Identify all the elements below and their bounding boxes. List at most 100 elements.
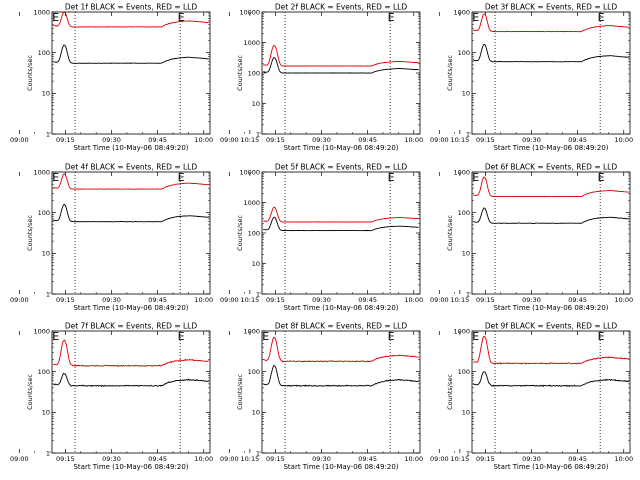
y-tick-label: 100 xyxy=(38,49,50,57)
y-tick-label: 1000 xyxy=(453,327,470,335)
y-tick-label: 10000 xyxy=(239,168,260,176)
y-tick-label: 10 xyxy=(462,409,470,417)
x-tick-label: 10:15 xyxy=(240,296,259,304)
x-tick-label: 10:15 xyxy=(240,455,259,463)
x-tick-label: 09:30 xyxy=(522,136,541,144)
x-tick-label: 09:15 xyxy=(56,455,75,463)
plot-frame xyxy=(261,171,421,295)
y-tick-label: 100 xyxy=(38,368,50,376)
event-marker-e: E xyxy=(388,330,395,343)
y-axis-title: Counts/sec xyxy=(26,55,34,91)
x-tick-label: 09:15 xyxy=(266,296,285,304)
x-tick-label: 10:00 xyxy=(404,455,423,463)
x-tick-label: 10:15 xyxy=(450,296,469,304)
x-axis-title: Start Time (10-May-06 08:49:20) xyxy=(493,304,608,312)
x-tick-label: 10:00 xyxy=(614,136,633,144)
y-axis-title: Counts/sec xyxy=(236,374,244,410)
plot-frame xyxy=(471,11,631,135)
plot-frame xyxy=(51,11,211,135)
x-tick-label: 09:45 xyxy=(568,136,587,144)
y-tick-label: 100 xyxy=(458,49,470,57)
y-tick-label: 1000 xyxy=(243,39,260,47)
y-tick-label: 1000 xyxy=(453,168,470,176)
event-marker-e: E xyxy=(178,330,185,343)
x-tick-label: 09:30 xyxy=(102,455,121,463)
x-tick-label: 09:45 xyxy=(358,455,377,463)
y-axis-title: Counts/sec xyxy=(236,215,244,251)
panel-det-1: Det 1f BLACK = Events, RED = LLD11010010… xyxy=(10,3,259,153)
series-events xyxy=(53,44,209,65)
panel-title: Det 9f BLACK = Events, RED = LLD xyxy=(485,322,618,331)
plot-frame xyxy=(261,330,421,454)
panel-det-9: Det 9f BLACK = Events, RED = LLD 1 10 100 10… xyxy=(430,322,633,472)
y-tick-label: 10 xyxy=(462,250,470,258)
series-events xyxy=(472,371,630,388)
y-tick-label: 1 xyxy=(466,130,470,138)
panel-det-3: Det 3f BLACK = Events, RED = LLD 1 10 100 10… xyxy=(430,3,633,153)
plot-frame xyxy=(51,171,211,295)
x-tick-label: 09:00 xyxy=(430,455,449,463)
x-tick-label: 09:15 xyxy=(56,136,75,144)
panel-title: Det 8f BLACK = Events, RED = LLD xyxy=(275,322,408,331)
series-lld xyxy=(263,45,419,67)
series-events xyxy=(473,43,630,63)
x-tick-label: 10:00 xyxy=(614,455,633,463)
event-marker-e: E xyxy=(178,11,185,24)
event-marker-e: E xyxy=(262,330,269,343)
x-tick-label: 09:00 xyxy=(10,136,29,144)
x-tick-label: 09:00 xyxy=(220,455,239,463)
y-tick-label: 1000 xyxy=(33,327,50,335)
x-axis-title: Start Time (10-May-06 08:49:20) xyxy=(283,463,398,471)
panel-det-7: Det 7f BLACK = Events, RED = LLD11010010… xyxy=(10,322,259,472)
series-lld xyxy=(52,339,209,368)
series-lld xyxy=(52,12,209,28)
y-axis-title: Counts/sec xyxy=(446,215,454,251)
x-tick-label: 10:00 xyxy=(404,136,423,144)
panel-det-8: Det 8f BLACK = Events, RED = LLD11010010… xyxy=(220,322,469,472)
series-lld xyxy=(53,173,209,190)
x-tick-label: 09:15 xyxy=(56,296,75,304)
y-tick-label: 100 xyxy=(248,69,260,77)
y-tick-label: 100 xyxy=(458,209,470,217)
x-axis-title: Start Time (10-May-06 08:49:20) xyxy=(493,144,608,152)
x-tick-label: 09:00 xyxy=(10,455,29,463)
x-tick-label: 09:00 xyxy=(220,136,239,144)
x-tick-label: 09:15 xyxy=(476,296,495,304)
event-marker-e: E xyxy=(472,330,479,343)
x-tick-label: 09:45 xyxy=(568,296,587,304)
x-tick-label: 10:00 xyxy=(614,296,633,304)
series-lld xyxy=(263,206,419,223)
y-tick-label: 1000 xyxy=(33,168,50,176)
event-marker-e: E xyxy=(388,11,395,24)
panel-title: Det 1f BLACK = Events, RED = LLD xyxy=(65,3,198,12)
x-tick-label: 09:15 xyxy=(476,136,495,144)
y-tick-label: 1000 xyxy=(243,199,260,207)
series-events xyxy=(263,364,419,387)
event-marker-e: E xyxy=(472,11,479,24)
event-marker-e: E xyxy=(52,11,59,24)
x-axis-title: Start Time (10-May-06 08:49:20) xyxy=(73,463,188,471)
x-axis-title: Start Time (10-May-06 08:49:20) xyxy=(73,304,188,312)
series-events xyxy=(473,207,629,224)
event-marker-e: E xyxy=(472,171,479,184)
x-tick-label: 09:00 xyxy=(10,296,29,304)
x-tick-label: 10:00 xyxy=(194,136,213,144)
y-tick-label: 1000 xyxy=(453,8,470,16)
panel-title: Det 2f BLACK = Events, RED = LLD xyxy=(275,3,408,12)
x-tick-label: 10:15 xyxy=(240,136,259,144)
x-tick-label: 09:30 xyxy=(102,136,121,144)
y-tick-label: 10 xyxy=(462,90,470,98)
y-tick-label: 1 xyxy=(256,130,260,138)
x-tick-label: 09:45 xyxy=(568,455,587,463)
series-events xyxy=(53,372,209,388)
x-tick-label: 09:30 xyxy=(312,136,331,144)
y-tick-label: 1000 xyxy=(33,8,50,16)
series-events xyxy=(263,57,419,74)
y-tick-label: 1000 xyxy=(243,327,260,335)
y-tick-label: 1 xyxy=(46,449,50,457)
panel-title: Det 6f BLACK = Events, RED = LLD xyxy=(485,163,618,172)
y-axis-title: Counts/sec xyxy=(446,55,454,91)
y-tick-label: 1 xyxy=(256,290,260,298)
y-tick-label: 10 xyxy=(252,409,260,417)
